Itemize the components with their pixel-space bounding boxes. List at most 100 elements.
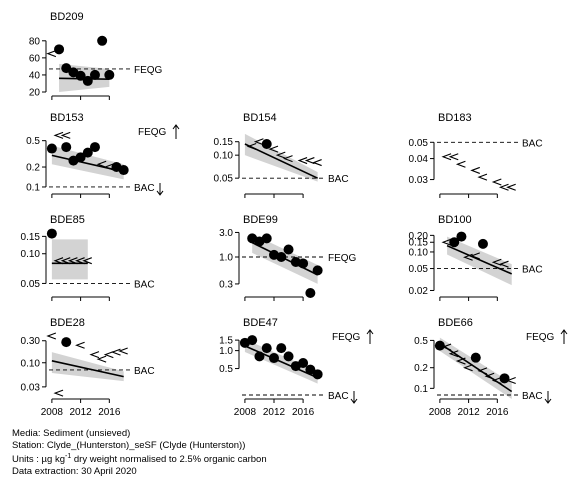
- censored-point: [268, 145, 279, 153]
- censored-point: [253, 138, 264, 146]
- trend-line: [51, 360, 124, 378]
- data-point: [247, 335, 258, 346]
- data-point: [283, 244, 294, 255]
- panel-title: BD154: [243, 112, 277, 124]
- data-point: [261, 233, 272, 244]
- censored-point: [463, 364, 473, 372]
- data-point: [261, 138, 272, 149]
- panel-title: BDE85: [50, 214, 85, 226]
- y-axis: 0.03 0.10 0.30: [21, 336, 47, 393]
- y-tick-label: 0.15: [21, 232, 41, 243]
- censored-point: [60, 131, 71, 139]
- censored-point: [441, 238, 452, 246]
- y-tick-label: 40: [29, 70, 41, 81]
- x-tick-label: 2016: [98, 407, 121, 418]
- panel-bd100: BD100 BAC 0.02 0.05 0.100.150.20: [409, 214, 543, 301]
- censored-point: [312, 159, 322, 167]
- arrow-down-icon: [350, 391, 358, 404]
- y-tick-label: 0.15: [409, 238, 429, 249]
- y-axis: 0.5 1.01.5: [219, 336, 240, 375]
- x-tick-label: 2012: [69, 407, 92, 418]
- y-tick-label: 0.2: [414, 363, 428, 374]
- y-axis: 0.05 0.10 0.15: [214, 137, 240, 185]
- reference-label-top: FEQG: [138, 127, 167, 138]
- panel-title: BD100: [438, 214, 472, 226]
- data-point: [305, 364, 316, 375]
- y-tick-label: 0.05: [21, 279, 41, 290]
- caption-units-pre: Units : µg kg: [12, 454, 65, 466]
- censored-point: [53, 257, 64, 265]
- censored-point: [46, 332, 57, 340]
- data-point: [449, 237, 460, 248]
- data-point: [477, 238, 488, 249]
- x-tick-label: 2012: [263, 407, 286, 418]
- y-axis: 20 40 60 80: [29, 36, 47, 99]
- data-point: [54, 44, 65, 55]
- data-point: [276, 343, 287, 354]
- arrow-down-icon: [156, 182, 164, 196]
- y-tick-label: 0.5: [414, 336, 428, 347]
- y-tick-label: 0.1: [26, 182, 40, 193]
- censored-point: [96, 160, 107, 168]
- censored-point: [470, 166, 480, 174]
- y-axis: 0.03 0.04 0.05: [409, 138, 435, 186]
- x-axis: [439, 296, 498, 301]
- data-point: [89, 142, 100, 153]
- panel-bd209: BD209 FEQG 20 40 60 80: [29, 11, 163, 100]
- panel-bde66: BDE66 BAC FEQG 0.1 0.2 0.5 2008 2012 2016: [414, 317, 568, 418]
- x-axis: 2008 2012 2016: [429, 398, 509, 418]
- x-tick-label: 2016: [292, 407, 315, 418]
- x-tick-label: 2012: [457, 407, 480, 418]
- data-point: [470, 352, 481, 363]
- confidence-band: [51, 352, 124, 382]
- caption-media: Media: Sediment (unsieved): [12, 428, 131, 439]
- censored-point: [491, 377, 502, 385]
- y-tick-label: 0.10: [21, 358, 41, 369]
- data-point: [269, 353, 279, 364]
- panel-title: BDE28: [50, 317, 85, 329]
- x-tick-label: 2008: [429, 407, 452, 418]
- censored-point: [96, 355, 107, 363]
- censored-point: [506, 183, 516, 191]
- censored-point: [103, 351, 114, 359]
- censored-point: [304, 157, 315, 165]
- reference-label: BAC: [328, 391, 349, 402]
- data-point: [82, 75, 93, 86]
- panel-bde47: BDE47 BAC FEQG 0.5 1.01.5 2008 2012 2016: [219, 317, 374, 418]
- panel-title: BD153: [50, 112, 84, 124]
- data-point: [456, 231, 467, 242]
- data-point: [312, 265, 323, 276]
- y-tick-label: 0.3: [219, 279, 233, 290]
- x-tick-label: 2016: [486, 407, 509, 418]
- censored-point: [53, 389, 64, 397]
- panel-title: BDE47: [243, 317, 278, 329]
- reference-label: BAC: [522, 265, 543, 276]
- y-tick-label: 0.10: [214, 151, 234, 162]
- panel-bde28: BDE28 BAC 0.03 0.10 0.30 2008 2012 2016: [21, 317, 155, 418]
- x-axis: [51, 193, 110, 198]
- y-tick-label: 1.0: [219, 253, 233, 264]
- panel-bd153: BD153 BAC FEQG 0.1 0.2 0.5: [26, 112, 180, 198]
- data-point: [305, 288, 316, 298]
- y-tick-label: 0.15: [214, 137, 234, 148]
- censored-point: [297, 157, 308, 165]
- censored-point: [477, 367, 488, 375]
- censored-point: [275, 151, 286, 159]
- y-tick-label: 20: [29, 88, 41, 99]
- panel-bde99: BDE99 FEQG 0.3 1.0 3.0: [219, 214, 357, 301]
- caption-extraction: Data extraction: 30 April 2020: [12, 465, 137, 477]
- y-tick-label: 0.05: [214, 174, 234, 185]
- data-point: [499, 373, 510, 384]
- caption-units: Units : µg kg-1 dry weight normalised to…: [12, 451, 267, 466]
- censored-point: [82, 257, 92, 265]
- censored-point: [498, 183, 509, 191]
- y-tick-label: 1.5: [219, 336, 233, 347]
- censored-point: [441, 153, 452, 161]
- censored-point: [484, 372, 495, 380]
- data-point: [261, 343, 272, 354]
- censored-point: [470, 252, 480, 260]
- trend-line: [244, 143, 318, 179]
- reference-label: BAC: [522, 138, 543, 149]
- y-tick-label: 60: [29, 53, 41, 64]
- censored-point: [455, 160, 466, 168]
